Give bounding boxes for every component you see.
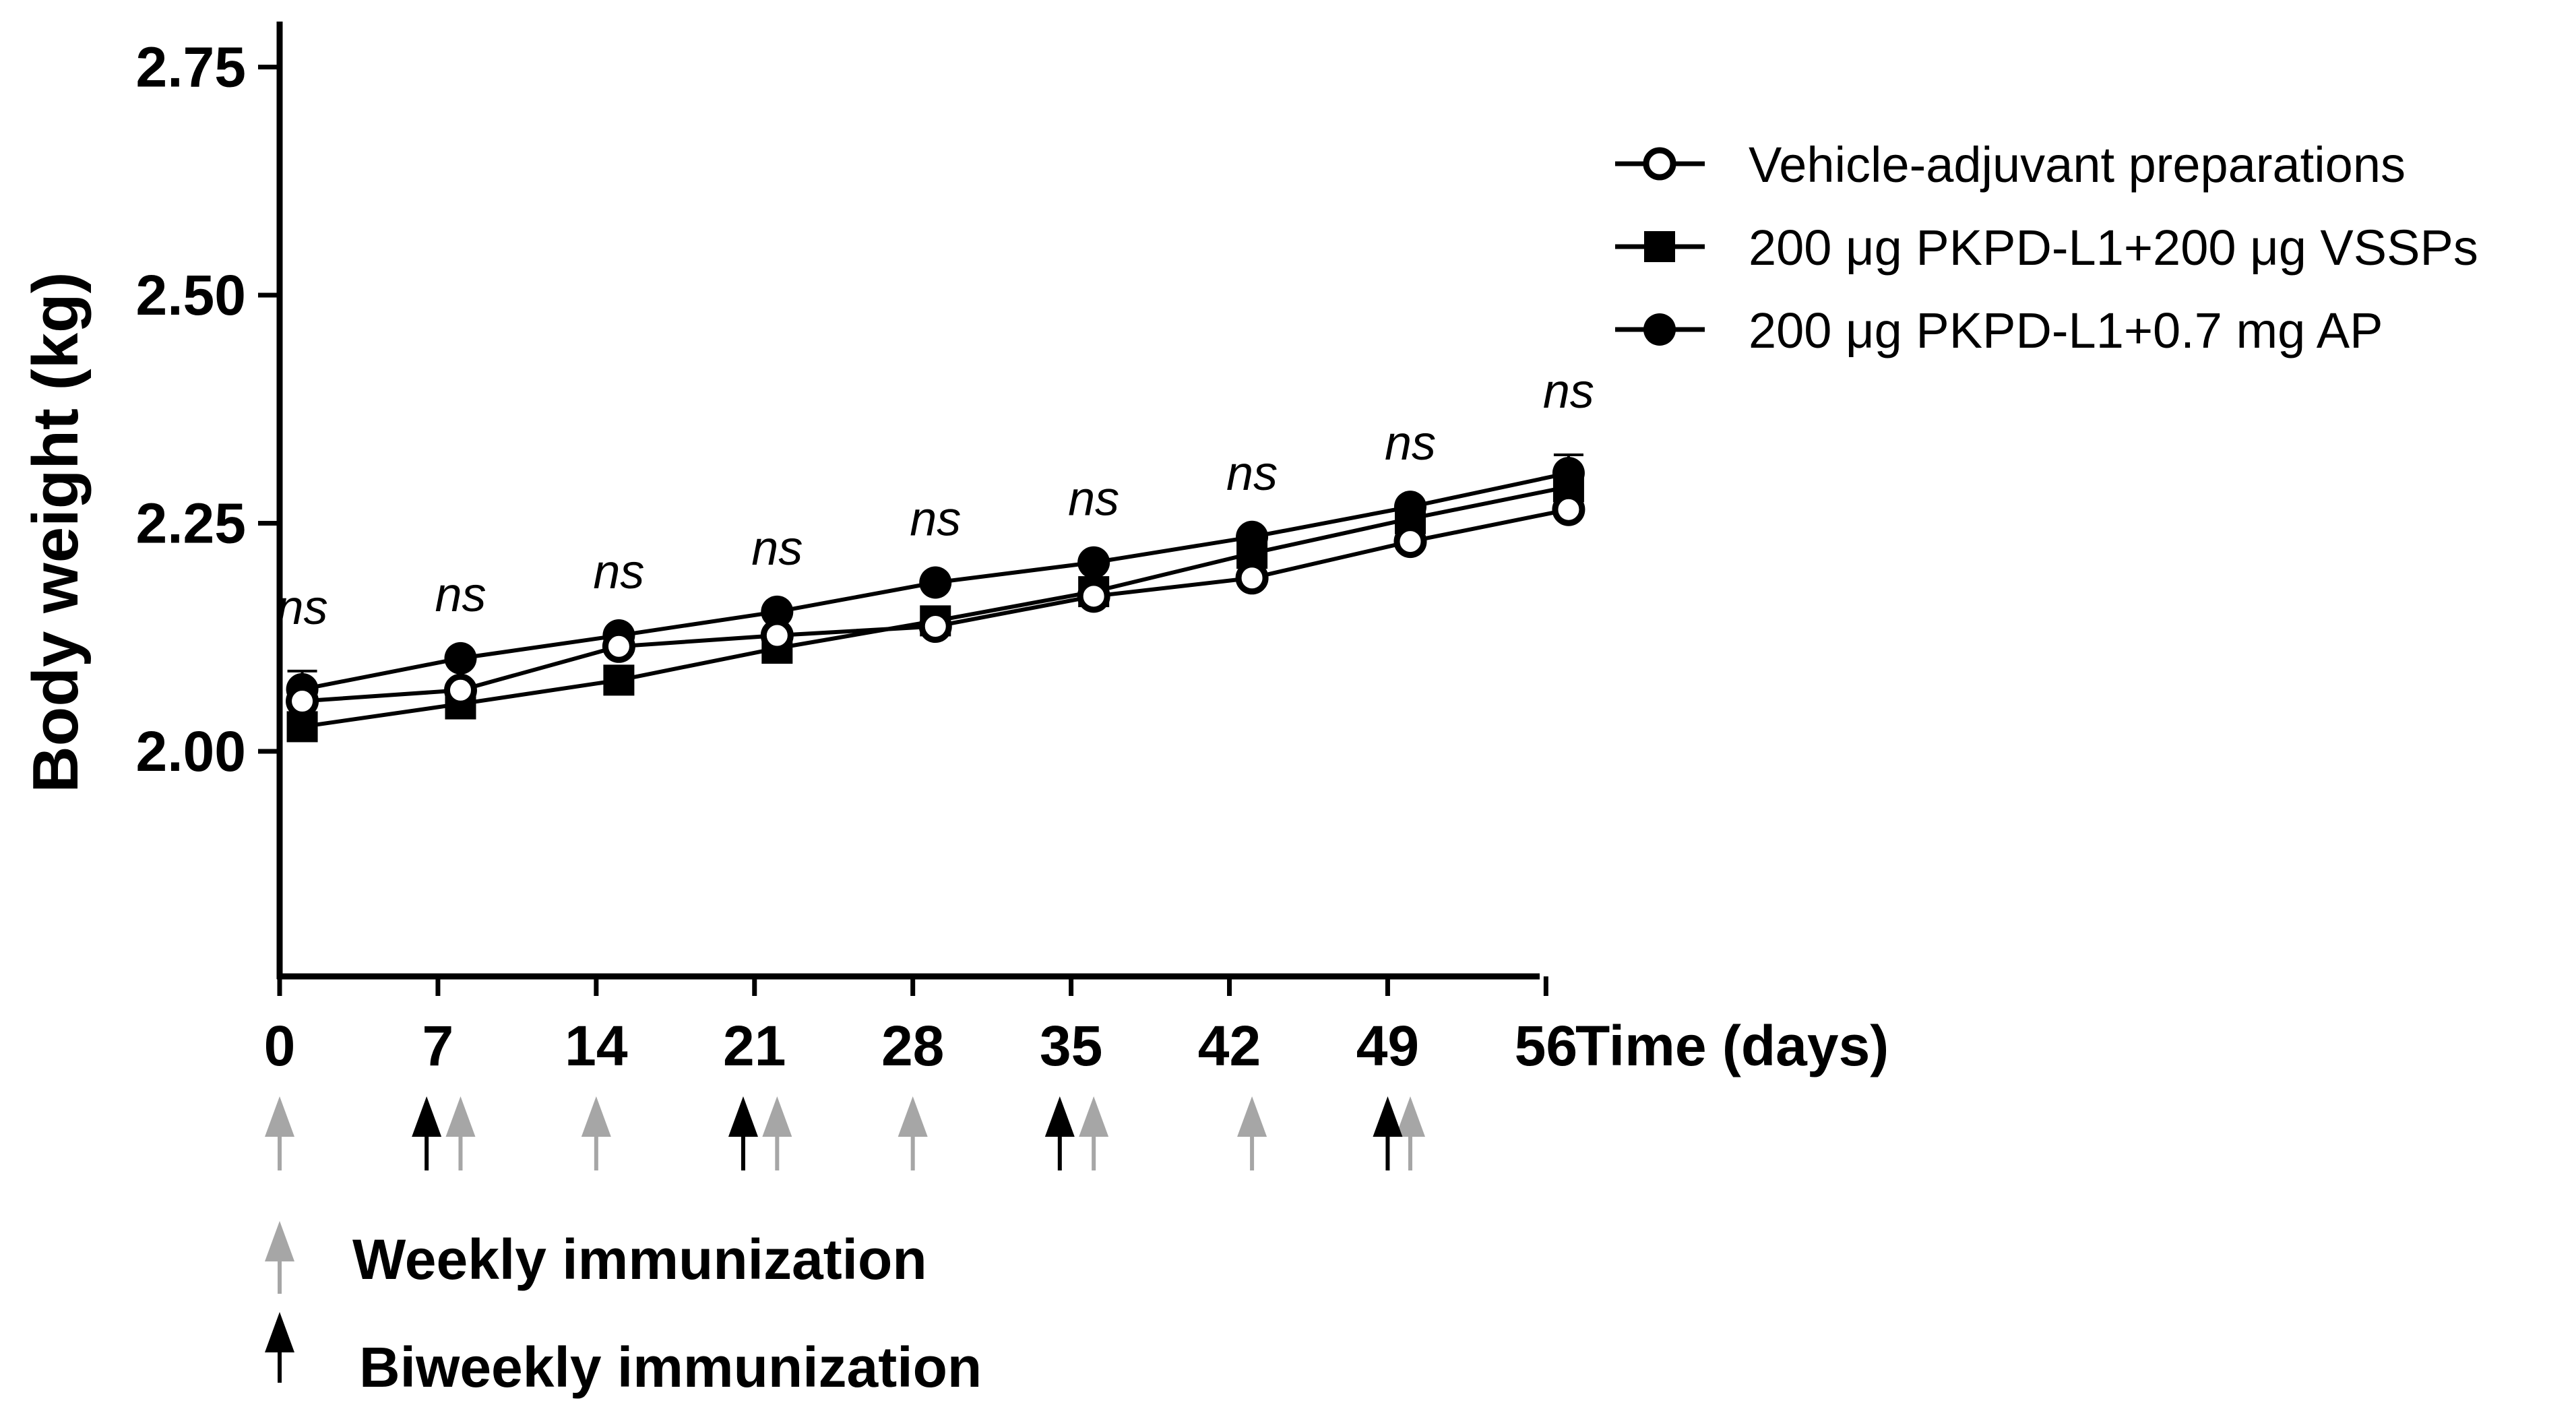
point-filled-circle bbox=[444, 641, 477, 675]
significance-annotations: ns ns ns ns ns ns ns ns ns bbox=[277, 365, 1594, 635]
x-tick-label: 42 bbox=[1198, 1014, 1261, 1077]
y-tick-label: 2.50 bbox=[136, 263, 247, 327]
point-open-circle bbox=[1393, 525, 1427, 559]
weekly-immunization-arrow bbox=[1395, 1096, 1425, 1170]
weekly-immunization-arrow bbox=[445, 1096, 476, 1170]
legend-marker-open-circle bbox=[1643, 147, 1676, 181]
arrow-head bbox=[1395, 1096, 1425, 1137]
point-filled-circle bbox=[919, 566, 952, 599]
legend: Vehicle-adjuvant preparations 200 μg PKP… bbox=[1615, 137, 2478, 358]
weekly-immunization-arrow-icon bbox=[265, 1221, 294, 1294]
x-tick-label: 28 bbox=[881, 1014, 944, 1077]
biweekly-immunization-arrow bbox=[1373, 1096, 1403, 1170]
legend-marker-filled-square bbox=[1644, 231, 1675, 262]
arrow-head bbox=[581, 1096, 611, 1137]
x-tick-label: 21 bbox=[723, 1014, 786, 1077]
weekly-immunization-arrow bbox=[1079, 1096, 1109, 1170]
arrow-head bbox=[1373, 1096, 1403, 1137]
point-open-circle bbox=[1077, 580, 1110, 613]
biweekly-immunization-arrow-icon bbox=[265, 1312, 294, 1383]
immunization-legend: Weekly immunization Biweekly immunizatio… bbox=[265, 1221, 982, 1399]
point-filled-circle bbox=[761, 595, 794, 628]
ns-annotation: ns bbox=[1068, 472, 1119, 526]
axis-ticks: 0 7 14 21 28 35 42 49 56 2.00 2.25 2.50 2.75 bbox=[136, 36, 1578, 1078]
ns-annotation: ns bbox=[277, 581, 328, 635]
point-filled-circle bbox=[1236, 520, 1269, 553]
point-open-circle bbox=[760, 619, 794, 652]
legend-label-ap: 200 μg PKPD-L1+0.7 mg AP bbox=[1749, 303, 2383, 358]
weekly-immunization-arrow bbox=[265, 1096, 294, 1170]
x-tick-label: 14 bbox=[565, 1014, 628, 1077]
weekly-immunization-arrow bbox=[1237, 1096, 1267, 1170]
point-filled-circle bbox=[1394, 491, 1426, 524]
x-tick-label: 49 bbox=[1356, 1014, 1419, 1077]
ns-annotation: ns bbox=[593, 545, 644, 599]
point-filled-circle bbox=[1552, 457, 1585, 490]
ns-annotation: ns bbox=[1543, 365, 1594, 418]
arrow-head bbox=[445, 1096, 476, 1137]
ns-annotation: ns bbox=[1226, 447, 1278, 501]
point-open-circle bbox=[1235, 561, 1269, 595]
ns-annotation: ns bbox=[910, 493, 961, 546]
y-axis-title: Body weight (kg) bbox=[20, 272, 92, 792]
point-filled-circle bbox=[1077, 546, 1110, 579]
point-open-circle bbox=[602, 629, 635, 663]
y-tick-label: 2.00 bbox=[136, 720, 247, 783]
arrow-head bbox=[265, 1096, 294, 1137]
y-tick-label: 2.75 bbox=[136, 36, 247, 99]
weekly-immunization-arrow bbox=[898, 1096, 928, 1170]
weekly-immunization-arrow bbox=[762, 1096, 792, 1170]
x-tick-label: 7 bbox=[422, 1014, 454, 1077]
weekly-immunization-label: Weekly immunization bbox=[352, 1228, 927, 1291]
biweekly-immunization-arrow bbox=[728, 1096, 758, 1170]
x-tick-label: 56 bbox=[1515, 1014, 1577, 1077]
point-filled-square bbox=[603, 664, 635, 696]
x-tick-label: 35 bbox=[1040, 1014, 1102, 1077]
ns-annotation: ns bbox=[435, 568, 486, 622]
point-open-circle bbox=[1552, 493, 1585, 526]
point-open-circle bbox=[286, 685, 319, 718]
arrow-head bbox=[898, 1096, 928, 1137]
legend-marker-filled-circle bbox=[1643, 313, 1676, 346]
biweekly-immunization-label: Biweekly immunization bbox=[359, 1336, 982, 1399]
biweekly-immunization-arrow bbox=[1044, 1096, 1075, 1170]
arrow-head bbox=[728, 1096, 758, 1137]
legend-label-vssps: 200 μg PKPD-L1+200 μg VSSPs bbox=[1749, 220, 2478, 276]
arrow-head bbox=[1079, 1096, 1109, 1137]
ns-annotation: ns bbox=[1385, 416, 1436, 470]
biweekly-immunization-arrow bbox=[412, 1096, 442, 1170]
x-axis-title: Time (days) bbox=[1575, 1014, 1889, 1077]
x-tick-label: 0 bbox=[264, 1014, 296, 1077]
arrow-head bbox=[762, 1096, 792, 1137]
weekly-immunization-arrow bbox=[581, 1096, 611, 1170]
legend-label-vehicle: Vehicle-adjuvant preparations bbox=[1749, 137, 2406, 193]
point-open-circle bbox=[443, 673, 477, 707]
arrow-head bbox=[1237, 1096, 1267, 1137]
arrow-head bbox=[1044, 1096, 1075, 1137]
immunization-arrows bbox=[265, 1096, 1425, 1170]
data-series bbox=[286, 453, 1585, 743]
y-tick-label: 2.25 bbox=[136, 492, 247, 555]
point-open-circle bbox=[918, 610, 952, 644]
ns-annotation: ns bbox=[751, 522, 803, 575]
arrow-head bbox=[412, 1096, 442, 1137]
